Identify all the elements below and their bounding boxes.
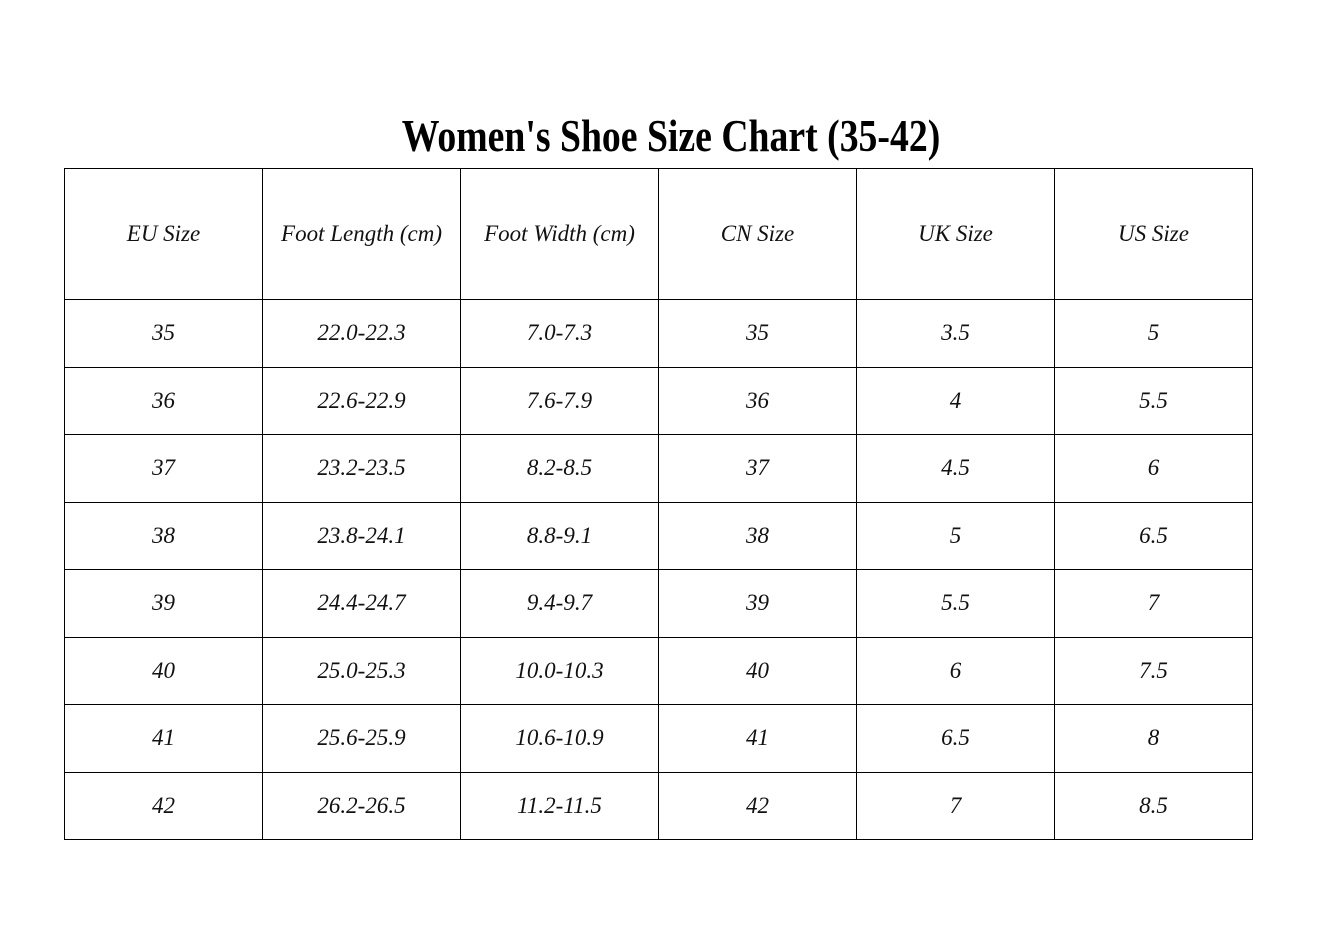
table-cell: 5.5: [856, 569, 1055, 638]
table-cell: 7: [856, 771, 1055, 840]
table-cell: 4.5: [856, 434, 1055, 503]
table-cell: 6.5: [856, 704, 1055, 773]
table-cell: 42: [658, 771, 857, 840]
table-cell: 38: [64, 501, 263, 570]
table-row: 41 25.6-25.9 10.6-10.9 41 6.5 8: [64, 704, 1253, 773]
table-cell: 10.6-10.9: [460, 704, 659, 773]
table-cell: 8.5: [1054, 771, 1253, 840]
table-cell: 23.8-24.1: [262, 501, 461, 570]
table-body: 35 22.0-22.3 7.0-7.3 35 3.5 5 36 22.6-22.9 7.6-7…: [64, 299, 1253, 840]
table-cell: 7.0-7.3: [460, 299, 659, 368]
table-cell: 4: [856, 366, 1055, 435]
table-cell: 10.0-10.3: [460, 636, 659, 705]
header-row: EU Size Foot Length (cm) Foot Width (cm) CN…: [64, 168, 1253, 300]
column-header: Foot Length (cm): [262, 168, 461, 300]
table-cell: 6: [1054, 434, 1253, 503]
table-cell: 7.5: [1054, 636, 1253, 705]
table-cell: 24.4-24.7: [262, 569, 461, 638]
table-cell: 8: [1054, 704, 1253, 773]
table-row: 36 22.6-22.9 7.6-7.9 36 4 5.5: [64, 366, 1253, 435]
table-row: 38 23.8-24.1 8.8-9.1 38 5 6.5: [64, 501, 1253, 570]
table-cell: 37: [658, 434, 857, 503]
table-row: 37 23.2-23.5 8.2-8.5 37 4.5 6: [64, 434, 1253, 503]
table-row: 42 26.2-26.5 11.2-11.5 42 7 8.5: [64, 771, 1253, 840]
column-header: EU Size: [64, 168, 263, 300]
column-header: US Size: [1054, 168, 1253, 300]
table-cell: 5.5: [1054, 366, 1253, 435]
table-row: 40 25.0-25.3 10.0-10.3 40 6 7.5: [64, 636, 1253, 705]
column-header: UK Size: [856, 168, 1055, 300]
table-cell: 5: [1054, 299, 1253, 368]
table-cell: 25.0-25.3: [262, 636, 461, 705]
table-cell: 37: [64, 434, 263, 503]
table-cell: 42: [64, 771, 263, 840]
table-cell: 8.2-8.5: [460, 434, 659, 503]
table-cell: 7.6-7.9: [460, 366, 659, 435]
table-cell: 35: [64, 299, 263, 368]
table-cell: 40: [64, 636, 263, 705]
table-cell: 41: [658, 704, 857, 773]
table-cell: 22.0-22.3: [262, 299, 461, 368]
table-cell: 9.4-9.7: [460, 569, 659, 638]
table-cell: 36: [658, 366, 857, 435]
column-header: Foot Width (cm): [460, 168, 659, 300]
table-cell: 11.2-11.5: [460, 771, 659, 840]
table-cell: 38: [658, 501, 857, 570]
table-cell: 3.5: [856, 299, 1055, 368]
table-cell: 39: [64, 569, 263, 638]
table-cell: 41: [64, 704, 263, 773]
table-cell: 36: [64, 366, 263, 435]
table-cell: 22.6-22.9: [262, 366, 461, 435]
table-cell: 39: [658, 569, 857, 638]
table-cell: 5: [856, 501, 1055, 570]
table-cell: 35: [658, 299, 857, 368]
table-cell: 8.8-9.1: [460, 501, 659, 570]
table-row: 39 24.4-24.7 9.4-9.7 39 5.5 7: [64, 569, 1253, 638]
column-header: CN Size: [658, 168, 857, 300]
table-cell: 40: [658, 636, 857, 705]
table-row: 35 22.0-22.3 7.0-7.3 35 3.5 5: [64, 299, 1253, 368]
table-cell: 7: [1054, 569, 1253, 638]
table-cell: 23.2-23.5: [262, 434, 461, 503]
table-cell: 26.2-26.5: [262, 771, 461, 840]
table-cell: 25.6-25.9: [262, 704, 461, 773]
table-cell: 6.5: [1054, 501, 1253, 570]
title: Women's Shoe Size Chart (35-42): [401, 110, 941, 161]
table-cell: 6: [856, 636, 1055, 705]
size-table: EU Size Foot Length (cm) Foot Width (cm) CN…: [64, 168, 1253, 840]
